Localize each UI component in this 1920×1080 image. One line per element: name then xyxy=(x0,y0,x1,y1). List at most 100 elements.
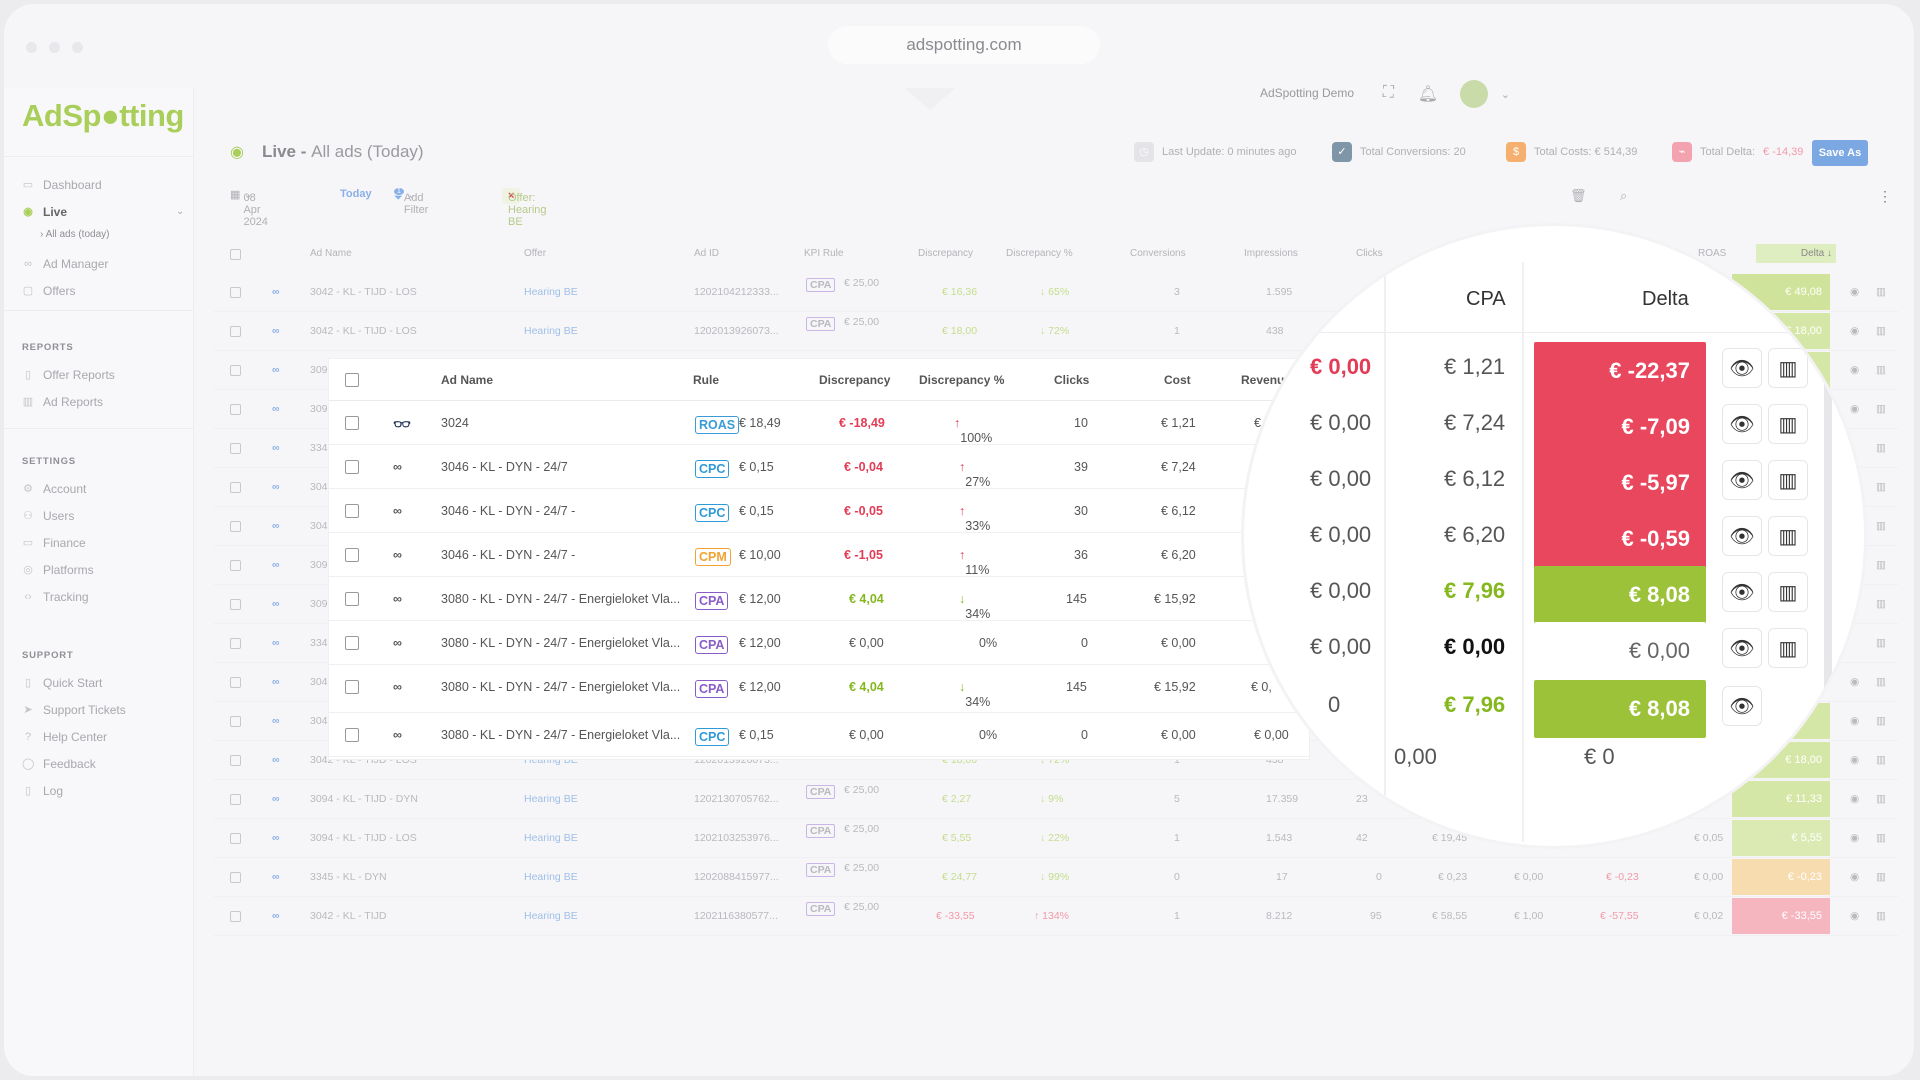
eye-icon[interactable]: ◉ xyxy=(1850,325,1860,337)
select-all-checkbox[interactable] xyxy=(230,249,241,260)
row-checkbox[interactable] xyxy=(345,636,359,650)
sidebar-item-live[interactable]: ◉ Live xyxy=(23,205,68,219)
fullscreen-icon[interactable]: ⛶ xyxy=(1382,84,1394,101)
col-kpi-rule[interactable]: KPI Rule xyxy=(804,248,844,259)
col-ad-id[interactable]: Ad ID xyxy=(694,248,720,259)
table-row[interactable]: ∞ 3046 - KL - DYN - 24/7 - CPM € 10,00 € … xyxy=(329,533,1309,577)
sidebar-item-log[interactable]: ▯ Log xyxy=(22,783,63,799)
scrollbar[interactable] xyxy=(1824,356,1832,696)
offer-filter-chip[interactable]: Offer: Hearing BE × xyxy=(502,188,547,228)
sidebar-item-dashboard[interactable]: ▭ Dashboard xyxy=(22,178,102,192)
save-as-button[interactable]: Save As xyxy=(1812,140,1868,166)
sidebar-item-ad-reports[interactable]: ▥ Ad Reports xyxy=(22,395,104,409)
col-roas[interactable]: ROAS xyxy=(1698,248,1727,259)
sidebar-item-tracking[interactable]: ‹› Tracking xyxy=(22,589,88,605)
app-logo[interactable]: AdSp●tting xyxy=(22,98,184,133)
sidebar-item-users[interactable]: ⚇ Users xyxy=(23,509,75,523)
col-discrepancy[interactable]: Discrepancy xyxy=(918,248,974,259)
bell-icon[interactable]: 🔔︎ xyxy=(1417,86,1438,103)
sidebar-item-feedback[interactable]: ◯ Feedback xyxy=(22,757,96,771)
chevron-down-icon[interactable]: ⌄ xyxy=(1500,89,1510,101)
add-filter-button[interactable]: ⏷ 1 Add Filter ⌄ xyxy=(394,188,429,216)
col-rule[interactable]: Rule xyxy=(693,373,720,387)
col-discrepancy[interactable]: Discrepancy xyxy=(819,373,891,387)
col-cpa[interactable]: CPA xyxy=(1466,288,1506,310)
row-checkbox[interactable] xyxy=(345,504,359,518)
bar-chart-icon[interactable]: ▥ xyxy=(1768,516,1808,556)
sidebar-item-finance[interactable]: ▭ Finance xyxy=(22,536,86,550)
eye-icon[interactable]: 👁︎ xyxy=(1722,572,1762,612)
eye-icon[interactable]: 👁︎ xyxy=(1722,404,1762,444)
row-checkbox[interactable] xyxy=(345,548,359,562)
table-row[interactable]: ∞ 3080 - KL - DYN - 24/7 - Energieloket … xyxy=(329,621,1309,665)
table-row[interactable]: ∞ 3080 - KL - DYN - 24/7 - Energieloket … xyxy=(329,713,1309,757)
col-offer[interactable]: Offer xyxy=(524,248,547,259)
col-conversions[interactable]: Conversions xyxy=(1130,248,1186,259)
link-icon: ∞ xyxy=(24,258,32,270)
col-discrepancy-pct[interactable]: Discrepancy % xyxy=(919,373,1005,387)
col-cost[interactable]: Cost xyxy=(1164,373,1191,387)
col-ad-name[interactable]: Ad Name xyxy=(441,373,494,387)
col-delta[interactable]: Delta xyxy=(1642,288,1689,310)
bar-chart-icon[interactable]: ▥ xyxy=(1768,404,1808,444)
today-button[interactable]: Today xyxy=(340,188,372,200)
trash-icon[interactable]: 🗑︎ xyxy=(1570,188,1587,203)
row-checkbox[interactable] xyxy=(230,326,241,337)
sidebar-item-support-tickets[interactable]: ➤ Support Tickets xyxy=(23,703,126,717)
avatar[interactable] xyxy=(1460,80,1488,108)
eye-icon[interactable]: 👁︎ xyxy=(1722,348,1762,388)
chevron-down-icon[interactable]: ⌄ xyxy=(176,206,185,217)
table-row[interactable]: ∞ 3080 - KL - DYN - 24/7 - Energieloket … xyxy=(329,665,1309,713)
col-clicks[interactable]: Clicks xyxy=(1054,373,1090,387)
sidebar-subitem-all-ads[interactable]: › All ads (today) xyxy=(40,229,110,240)
sidebar-item-quick-start[interactable]: ▯ Quick Start xyxy=(22,675,102,691)
bar-chart-icon[interactable]: ▥ xyxy=(1876,286,1886,298)
col-clicks[interactable]: Clicks xyxy=(1356,248,1383,259)
bar-chart-icon[interactable]: ▥ xyxy=(1768,628,1808,668)
bar-chart-icon[interactable]: ▥ xyxy=(1876,325,1886,337)
sidebar-item-offer-reports[interactable]: ▯ Offer Reports xyxy=(22,367,115,383)
col-ad-name[interactable]: Ad Name xyxy=(310,248,352,259)
sidebar-item-ad-manager[interactable]: ∞ Ad Manager xyxy=(22,256,108,272)
sidebar-item-platforms[interactable]: ◎ Platforms xyxy=(23,563,94,577)
row-checkbox[interactable] xyxy=(345,460,359,474)
col-impressions[interactable]: Impressions xyxy=(1244,248,1298,259)
bar-chart-icon: ▥ xyxy=(1876,910,1886,922)
row-checkbox[interactable] xyxy=(345,680,359,694)
sidebar-item-offers[interactable]: ▢ Offers xyxy=(22,284,76,298)
meta-icon: ∞ xyxy=(393,504,402,518)
eye-icon[interactable]: 👁︎ xyxy=(1722,628,1762,668)
eye-icon[interactable]: 👁︎ xyxy=(1722,516,1762,556)
check-icon: ✓ xyxy=(1332,142,1352,162)
eye-icon[interactable]: ◉ xyxy=(1850,286,1860,298)
search-icon[interactable]: ⌕ xyxy=(1620,188,1628,203)
eye-icon[interactable]: 👁︎ xyxy=(1722,686,1762,726)
eye-icon: ◉ xyxy=(230,144,244,161)
bar-chart-icon[interactable]: ▥ xyxy=(1768,348,1808,388)
col-revenue[interactable]: Revenu xyxy=(1241,373,1285,387)
table-row[interactable]: ∞ 3094 - KL - TIJD - DYN Hearing BE 1202… xyxy=(214,781,1898,819)
table-row[interactable]: ∞ 3080 - KL - DYN - 24/7 - Energieloket … xyxy=(329,577,1309,621)
sidebar-item-help-center[interactable]: ? Help Center xyxy=(22,729,107,745)
row-checkbox[interactable] xyxy=(345,592,359,606)
bar-chart-icon[interactable]: ▥ xyxy=(1768,572,1808,612)
date-picker[interactable]: ▦ 08 Apr 2024 ⌄ xyxy=(230,189,268,228)
col-discrepancy-pct[interactable]: Discrepancy % xyxy=(1006,248,1073,259)
table-row[interactable]: ∞ 3094 - KL - TIJD - LOS Hearing BE 1202… xyxy=(214,820,1898,858)
eye-icon: ◉ xyxy=(1850,403,1860,415)
table-row[interactable]: ∞ 3046 - KL - DYN - 24/7 CPC € 0,15 € -0,… xyxy=(329,445,1309,489)
col-delta[interactable]: Delta ↓ xyxy=(1756,244,1836,263)
eye-icon[interactable]: 👁︎ xyxy=(1722,460,1762,500)
row-checkbox[interactable] xyxy=(345,728,359,742)
more-vertical-icon[interactable]: ⋮ xyxy=(1878,188,1892,204)
table-row[interactable]: ∞ 3042 - KL - TIJD Hearing BE 1202116380… xyxy=(214,898,1898,936)
table-row[interactable]: 👓︎ 3024 ROAS € 18,49 € -18,49 ↑ 100% 10 €… xyxy=(329,401,1309,445)
row-checkbox[interactable] xyxy=(345,416,359,430)
select-all-checkbox[interactable] xyxy=(345,373,359,387)
table-row[interactable]: ∞ 3046 - KL - DYN - 24/7 - CPC € 0,15 € -… xyxy=(329,489,1309,533)
bar-chart-icon[interactable]: ▥ xyxy=(1768,460,1808,500)
table-row[interactable]: ∞ 3345 - KL - DYN Hearing BE 12020884159… xyxy=(214,859,1898,897)
sidebar-item-account[interactable]: ⚙ Account xyxy=(23,482,87,496)
url-bar[interactable]: adspotting.com xyxy=(828,26,1100,64)
row-checkbox[interactable] xyxy=(230,287,241,298)
